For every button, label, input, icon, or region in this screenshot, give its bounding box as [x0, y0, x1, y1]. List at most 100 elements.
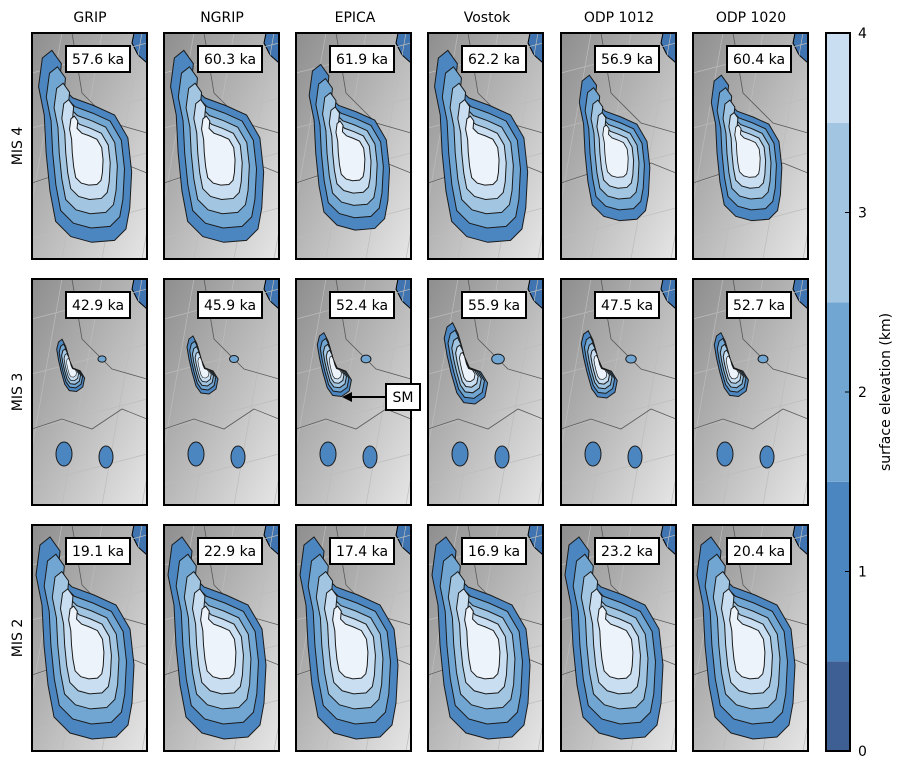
ice-cap	[584, 441, 602, 467]
panel-frame	[163, 524, 280, 752]
map-panels: 57.6 ka 60.3 ka 61.9 ka 62.2 ka 56.9 ka 60.4 …	[31, 32, 809, 752]
graticule-line	[693, 453, 808, 485]
ice-contour-4	[593, 354, 608, 380]
panel-r1-c1: 45.9 ka	[163, 278, 280, 506]
age-badge: 42.9 ka	[72, 298, 124, 314]
ice-contour-4	[597, 605, 634, 680]
row-header-0: MIS 4	[10, 127, 26, 166]
ice-cap	[716, 441, 734, 467]
ice-contour-4	[200, 605, 237, 680]
graticule-line	[693, 343, 808, 375]
ice-cap	[759, 445, 775, 469]
panel-map	[561, 33, 676, 259]
graticule-line	[164, 279, 195, 451]
row-header-1: MIS 3	[10, 373, 26, 411]
age-badge-box	[329, 291, 395, 319]
ice-cap	[625, 354, 637, 364]
age-badge: 60.4 ka	[733, 52, 785, 68]
age-badge-box	[197, 537, 263, 565]
graticule-line	[428, 398, 543, 430]
graticule-line	[630, 33, 672, 259]
colorbar: 0 1 2 3 4	[825, 26, 867, 758]
colorbar-band-0	[826, 661, 850, 751]
graticule-line	[561, 97, 676, 129]
age-badge: 22.9 ka	[204, 544, 256, 560]
graticule-line	[693, 398, 808, 430]
panel-frame	[427, 32, 544, 260]
sm-label: SM	[393, 390, 414, 406]
ice-cap	[187, 441, 205, 467]
age-badge-box	[726, 291, 792, 319]
graticule-line	[164, 453, 279, 485]
age-badge-box	[65, 537, 131, 565]
age-badge-box	[461, 45, 527, 73]
panel-r2-c0: 19.1 ka	[31, 524, 148, 752]
graticule-line	[693, 279, 724, 451]
panel-frame	[692, 278, 809, 506]
ice-cap	[360, 354, 372, 364]
ice-contour-4	[335, 120, 366, 182]
panel-frame	[560, 278, 677, 506]
age-badge-box	[197, 45, 263, 73]
col-header-2: EPICA	[335, 10, 376, 26]
ice-contour-4	[68, 605, 105, 680]
age-badge: 45.9 ka	[204, 298, 256, 314]
graticule-line	[561, 453, 676, 485]
panel-frame	[31, 32, 148, 260]
sm-annotation: SM	[342, 383, 421, 411]
age-badge: 60.3 ka	[204, 52, 256, 68]
col-header-3: Vostok	[464, 10, 511, 26]
row-header-2: MIS 2	[10, 619, 26, 657]
graticule-line	[428, 453, 543, 485]
col-header-5: ODP 1020	[716, 10, 786, 26]
graticule-line	[32, 453, 147, 485]
graticule-line	[428, 343, 543, 375]
panel-r1-c5: 52.7 ka	[692, 278, 809, 506]
age-badge: 61.9 ka	[336, 52, 388, 68]
ice-contour-4	[464, 605, 501, 680]
panel-frame	[163, 32, 280, 260]
graticule-line	[32, 279, 63, 451]
panel-frame	[560, 524, 677, 752]
panel-frame	[692, 524, 809, 752]
ice-contour-4	[465, 115, 500, 186]
graticule-line	[561, 33, 592, 205]
ice-contour-4	[725, 355, 739, 380]
colorbar-tick-label-0: 0	[858, 744, 867, 758]
graticule-line	[693, 33, 724, 205]
panel-r0-c4: 56.9 ka	[560, 32, 677, 260]
age-badge: 16.9 ka	[468, 544, 520, 560]
colorbar-tick-label-2: 2	[858, 385, 867, 401]
ice-cap	[451, 441, 469, 467]
panel-r1-c0: 42.9 ka	[31, 278, 148, 506]
graticule-line	[693, 97, 808, 129]
panel-frame	[560, 32, 677, 260]
graticule-line	[164, 343, 279, 375]
panel-frame	[427, 278, 544, 506]
age-badge-box	[65, 291, 131, 319]
age-badge-box	[461, 537, 527, 565]
panel-r1-c2: 52.4 ka	[295, 278, 412, 506]
age-badge: 52.4 ka	[336, 298, 388, 314]
ice-contour-4	[328, 355, 342, 380]
panel-frame	[692, 32, 809, 260]
panel-map	[164, 525, 279, 751]
panel-map	[693, 279, 808, 505]
ice-contour-4	[602, 124, 629, 178]
age-badge-box	[65, 45, 131, 73]
ice-cap	[491, 353, 505, 365]
graticule-line	[32, 343, 147, 375]
panel-frame	[295, 524, 412, 752]
ice-cap	[757, 354, 769, 364]
age-badge: 57.6 ka	[72, 52, 124, 68]
graticule-line	[561, 343, 676, 375]
panel-r1-c4: 47.5 ka	[560, 278, 677, 506]
age-badge-box	[329, 537, 395, 565]
panel-r0-c3: 62.2 ka	[427, 32, 544, 260]
graticule-line	[561, 279, 592, 451]
ice-contour-4	[69, 115, 104, 186]
graticule-line	[32, 398, 147, 430]
ice-contour-4	[459, 351, 476, 383]
panel-r0-c2: 61.9 ka	[295, 32, 412, 260]
colorbar-tick-label-4: 4	[858, 26, 867, 42]
